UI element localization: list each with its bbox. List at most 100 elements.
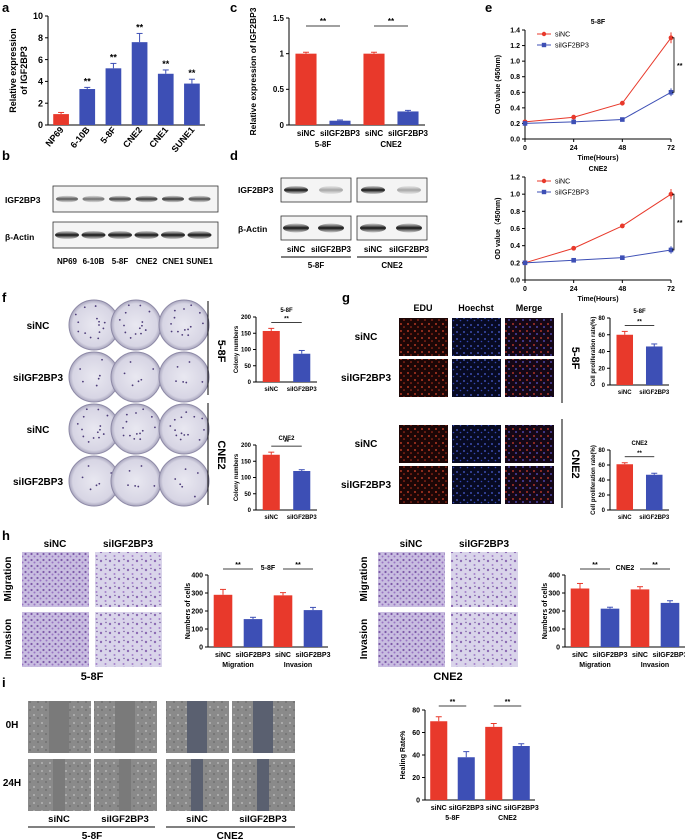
- y-tick-label: 1.2: [510, 43, 520, 50]
- colony-dot: [190, 304, 193, 307]
- colony-dot: [181, 333, 184, 336]
- series-line: [524, 37, 672, 123]
- category-label: siIGF2BP3: [639, 390, 670, 396]
- colony-dot: [96, 317, 98, 320]
- y-tick-label: 100: [548, 626, 560, 633]
- y-tick-label: 200: [241, 315, 252, 321]
- series-line: [524, 249, 672, 264]
- lane-label: siNC: [364, 245, 382, 254]
- colony-dish: [158, 299, 210, 351]
- colony-dot: [127, 484, 129, 487]
- colony-dish: [158, 351, 210, 403]
- colony-dot: [144, 329, 147, 331]
- colony-dot: [187, 433, 189, 436]
- colony-dot: [95, 384, 98, 387]
- bar: [430, 721, 448, 800]
- bar: [53, 114, 69, 125]
- x-tick-label: 72: [667, 145, 675, 152]
- category-label: siIGF2BP3: [287, 387, 318, 393]
- x-tick-label: 48: [618, 145, 626, 152]
- colony-dot: [134, 333, 137, 335]
- bar: [262, 330, 280, 382]
- y-tick-label: 40: [598, 478, 605, 484]
- colony-dish: [110, 351, 162, 403]
- colony-dot: [102, 433, 105, 435]
- series-line: [524, 91, 672, 124]
- colony-dot: [102, 327, 105, 330]
- colony-dot: [76, 422, 79, 425]
- category-label: siIGF2BP3: [639, 515, 670, 521]
- y-tick-label: 0: [556, 644, 560, 651]
- actin-band: [318, 223, 344, 233]
- bar: [157, 73, 174, 125]
- scratch-gap: [115, 701, 135, 753]
- colony-dot: [187, 334, 190, 337]
- significance-mark: **: [677, 220, 683, 227]
- colony-dot: [77, 330, 80, 333]
- x-axis-label: Time(Hours): [577, 296, 618, 303]
- colony-dot: [141, 429, 144, 432]
- row-label: siNC: [355, 332, 378, 343]
- group-label: CNE2: [433, 671, 462, 683]
- y-tick-label: 0.2: [510, 260, 520, 267]
- colony-dot: [129, 361, 132, 363]
- y-tick-label: 100: [241, 348, 252, 354]
- category-label: siIGF2BP3: [295, 652, 330, 659]
- category-label: siIGF2BP3: [652, 652, 685, 659]
- igf2bp3-band: [361, 186, 385, 194]
- legend-marker: [541, 31, 547, 37]
- colony-dot: [129, 434, 131, 437]
- y-tick-label: 0.5: [273, 85, 285, 94]
- fluorescence-image: [505, 359, 554, 397]
- y-tick-label: 0: [602, 508, 606, 514]
- panel-letter-h: h: [2, 528, 10, 543]
- y-axis-label: Relative expression of IGF2BP3: [248, 7, 258, 135]
- y-tick-label: 1.2: [510, 175, 520, 182]
- colony-dot: [97, 408, 100, 411]
- colony-dot: [95, 484, 98, 487]
- significance-mark: **: [388, 17, 395, 26]
- series-line: [524, 193, 672, 264]
- y-tick-label: 2: [38, 98, 43, 108]
- transwell-image: [378, 552, 445, 607]
- y-tick-label: 300: [191, 590, 203, 597]
- bar: [243, 619, 263, 647]
- y-tick-label: 60: [598, 333, 605, 339]
- y-tick-label: 1.4: [510, 28, 520, 35]
- colony-dot: [124, 311, 127, 314]
- category-label: siNC: [486, 805, 502, 812]
- chart-e-growth-5-8F: 0.0 0.2 0.4 0.6 0.8 1.0 1.2 1.4 0 24 48 72 Time(Hour…: [495, 19, 683, 162]
- lane-label: NP69: [57, 257, 78, 266]
- legend-label: siIGF2BP3: [555, 43, 589, 50]
- chart-h-cells-5-8F: 0 100 200 300 400 Numbers of cells 5-8F siNC siI…: [185, 562, 331, 669]
- igf2bp3-band: [188, 195, 211, 203]
- protein-label: IGF2BP3: [5, 195, 41, 205]
- y-tick-label: 100: [191, 626, 203, 633]
- colony-dot: [74, 313, 77, 316]
- x-tick-label: 0: [523, 145, 527, 152]
- colony-dot: [89, 488, 92, 491]
- colony-dot: [169, 425, 172, 427]
- colony-dot: [182, 381, 185, 383]
- colony-dot: [137, 380, 140, 383]
- lane-label: 5-8F: [112, 257, 129, 266]
- bar: [329, 120, 351, 125]
- row-label: Invasion: [359, 619, 370, 660]
- colony-dot: [201, 381, 204, 383]
- bar: [616, 334, 634, 385]
- lane-label: CNE2: [136, 257, 158, 266]
- colony-dot: [89, 336, 92, 339]
- y-tick-label: 0.8: [510, 209, 520, 216]
- western-blot-d: IGF2BP3 β-Actin siNC siIGF2BP3 siNC siIGF2BP3…: [238, 177, 430, 270]
- fluorescence-image: [452, 466, 501, 504]
- colony-dot: [129, 337, 132, 339]
- category-label: siNC: [297, 129, 315, 138]
- y-tick-label: 0.6: [510, 226, 520, 233]
- bar: [660, 602, 680, 647]
- group-label: Invasion: [284, 662, 312, 669]
- protein-label: IGF2BP3: [238, 185, 274, 195]
- y-tick-label: 0: [602, 383, 606, 389]
- colony-dot: [174, 429, 176, 432]
- row-label: 24H: [3, 778, 21, 789]
- significance-mark: **: [84, 76, 92, 86]
